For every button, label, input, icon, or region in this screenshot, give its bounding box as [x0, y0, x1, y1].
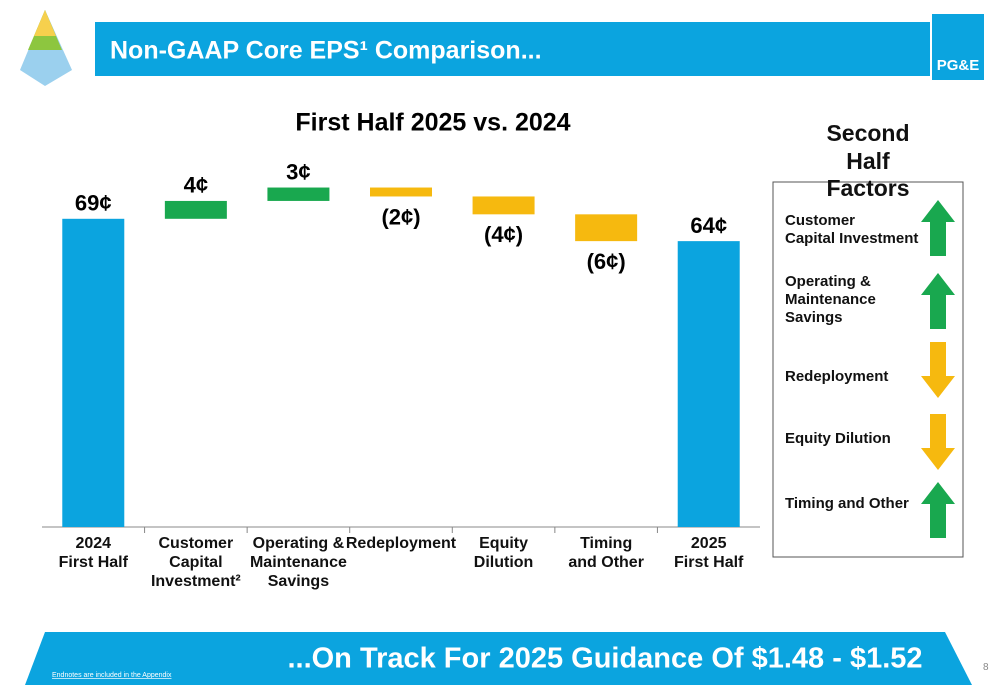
panel-title: Second Half Factors: [826, 120, 910, 202]
factor-arrow: [921, 200, 955, 256]
x-tick-label: Redeployment: [345, 535, 457, 552]
x-tick-label: Customer Capital Investment²: [150, 535, 241, 591]
factor-label: Timing and Other: [785, 495, 909, 512]
factor-label: Customer Capital Investment: [785, 212, 919, 247]
value-label: 64¢: [690, 213, 727, 238]
value-label: (2¢): [381, 204, 420, 229]
header-bar: [95, 22, 930, 76]
bar: [575, 214, 638, 242]
factors-box: [772, 181, 964, 558]
bar: [267, 187, 330, 201]
factor-label: Redeployment: [785, 368, 889, 385]
header-title: Non-GAAP Core EPS¹ Comparison...: [110, 37, 542, 65]
bar: [62, 218, 125, 528]
chart-title: First Half 2025 vs. 2024: [295, 109, 570, 137]
pyramid-tip: [34, 10, 56, 36]
bar: [472, 196, 535, 215]
factor-label: Equity Dilution: [785, 430, 891, 447]
value-label: (4¢): [484, 222, 523, 247]
x-tick-label: Timing and Other: [568, 535, 644, 572]
bar: [164, 200, 227, 219]
bar: [677, 241, 740, 527]
value-label: 69¢: [75, 191, 112, 216]
value-label: 4¢: [184, 173, 208, 198]
factor-label: Operating & Maintenance Savings: [785, 273, 876, 326]
factor-arrow: [921, 414, 955, 470]
factor-arrow: [921, 342, 955, 398]
x-tick-label: 2025 First Half: [674, 535, 744, 572]
logo-box: [932, 14, 984, 80]
footer-headline: ...On Track For 2025 Guidance Of $1.48 -…: [287, 643, 922, 675]
bar: [370, 187, 432, 197]
x-tick-label: Operating & Maintenance Savings: [249, 535, 347, 591]
logo-text: PG&E: [937, 57, 980, 74]
endnote: Endnotes are included in the Appendix: [52, 672, 172, 679]
factor-arrow: [921, 273, 955, 329]
page-number: 8: [983, 662, 989, 673]
factor-arrow: [921, 482, 955, 538]
footer-bar: [25, 632, 972, 685]
value-label: 3¢: [286, 159, 310, 184]
x-tick-label: 2024 First Half: [58, 535, 128, 572]
x-tick-label: Equity Dilution: [473, 535, 534, 572]
value-label: (6¢): [587, 249, 626, 274]
